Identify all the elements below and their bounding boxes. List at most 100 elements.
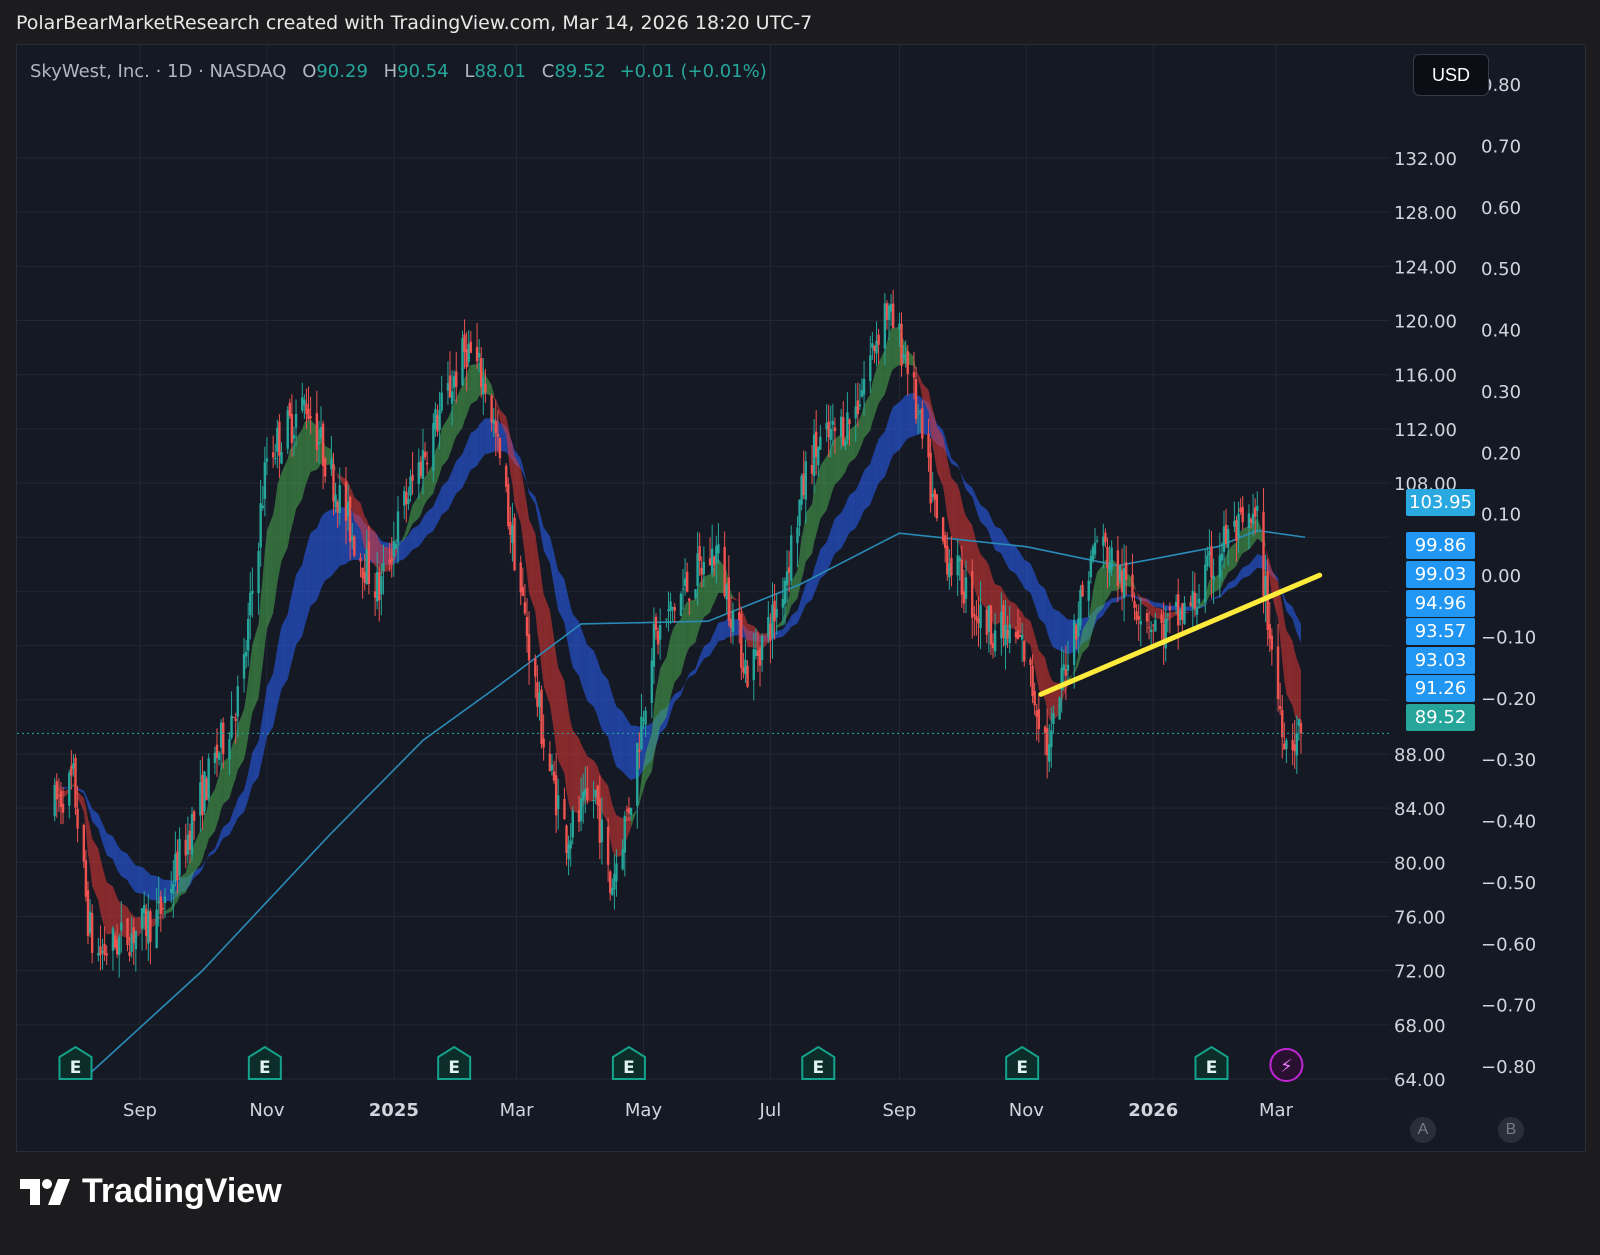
low-label: L xyxy=(464,61,475,82)
candle-body xyxy=(800,475,803,505)
candle-body xyxy=(927,433,930,458)
slow-ribbon-segment xyxy=(131,860,134,891)
slow-ribbon-segment xyxy=(581,627,584,690)
slow-ribbon-segment xyxy=(1030,563,1033,599)
chart-frame[interactable]: 64.00 68.00 72.00 76.00 80.00 84.00 88.00 108.0… xyxy=(16,44,1586,1152)
candle-body xyxy=(494,421,497,434)
candle-body xyxy=(1048,744,1051,762)
candle-body xyxy=(1124,562,1128,580)
slow-ribbon-segment xyxy=(468,433,471,475)
slow-ribbon-segment xyxy=(1022,555,1025,589)
earnings-marker[interactable] xyxy=(58,1045,93,1080)
candle-body xyxy=(831,420,835,425)
earnings-marker[interactable] xyxy=(1005,1045,1040,1080)
candle-body xyxy=(351,536,354,540)
fast-ribbon-segment xyxy=(757,630,761,654)
fast-ribbon-segment xyxy=(462,377,465,428)
candle-body xyxy=(950,558,953,576)
scale-log-button[interactable]: B xyxy=(1498,1117,1524,1143)
candle-body xyxy=(567,844,570,860)
secondary-axis-tick: 0.30 xyxy=(1481,382,1521,403)
fast-ribbon-segment xyxy=(200,826,203,865)
fast-ribbon-segment xyxy=(524,492,527,574)
slow-ribbon-segment xyxy=(485,418,492,455)
slow-ribbon-segment xyxy=(1207,600,1210,604)
candle-body xyxy=(359,557,362,562)
fast-ribbon-segment xyxy=(564,681,567,792)
fast-ribbon-segment xyxy=(799,537,802,590)
slow-ribbon-segment xyxy=(1165,605,1168,611)
fast-ribbon-segment xyxy=(1296,658,1299,721)
candle-body xyxy=(554,775,558,816)
fast-ribbon-segment xyxy=(216,775,220,825)
scale-auto-button[interactable]: A xyxy=(1410,1117,1436,1143)
candle-body xyxy=(550,764,554,771)
slow-ribbon-segment xyxy=(857,481,860,525)
candle-body xyxy=(215,744,219,759)
price-chart[interactable]: 64.0068.0072.0076.0080.0084.0088.00108.0… xyxy=(17,45,1586,1152)
slow-ribbon-segment xyxy=(724,619,727,640)
fast-ribbon-segment xyxy=(158,916,161,919)
candle-body xyxy=(90,913,94,953)
earnings-marker[interactable] xyxy=(437,1045,472,1080)
support-trendline[interactable] xyxy=(1038,572,1323,697)
earnings-marker[interactable] xyxy=(611,1045,646,1080)
candle-body xyxy=(887,305,891,320)
candle-body xyxy=(1018,634,1022,638)
candle-body xyxy=(1050,730,1053,748)
fast-ribbon-segment xyxy=(568,710,571,812)
fast-ribbon-segment xyxy=(1097,564,1104,615)
slow-ribbon-segment xyxy=(296,564,303,645)
fast-ribbon-segment xyxy=(965,516,973,580)
candle-body xyxy=(1197,598,1201,604)
slow-ribbon-segment xyxy=(593,650,596,712)
fast-ribbon-segment xyxy=(1284,619,1287,694)
candle-body xyxy=(627,807,631,814)
fast-ribbon-segment xyxy=(266,514,274,629)
slow-ribbon-segment xyxy=(1051,604,1054,648)
slow-ribbon-segment xyxy=(891,406,894,460)
candle-body xyxy=(192,811,196,821)
candle-body xyxy=(309,416,312,419)
fast-ribbon-segment xyxy=(117,897,120,941)
slow-ribbon-segment xyxy=(843,504,846,545)
price-axis-tick: 128.00 xyxy=(1394,203,1457,224)
candle-body xyxy=(496,433,500,437)
slow-ribbon-segment xyxy=(1236,573,1239,586)
slow-ribbon-segment xyxy=(849,490,856,533)
dividend-marker[interactable] xyxy=(1269,1048,1304,1082)
slow-ribbon-segment xyxy=(1226,583,1229,592)
slow-ribbon-segment xyxy=(162,879,165,902)
slow-ribbon-segment xyxy=(689,668,696,677)
slow-ribbon-segment xyxy=(333,508,336,574)
fast-ribbon-segment xyxy=(1138,594,1141,604)
candle-body xyxy=(756,650,760,657)
earnings-marker[interactable] xyxy=(247,1045,282,1080)
slow-ribbon-segment xyxy=(1109,598,1112,607)
fast-ribbon-segment xyxy=(508,426,511,474)
candle-body xyxy=(99,946,102,955)
fast-ribbon-segment xyxy=(171,901,174,912)
fast-ribbon-segment xyxy=(1286,630,1293,707)
fast-ribbon-segment xyxy=(437,438,440,481)
fast-ribbon-segment xyxy=(610,795,613,850)
fast-ribbon-segment xyxy=(601,777,609,824)
candle-body xyxy=(758,648,762,666)
fast-ribbon-segment xyxy=(535,533,538,633)
candle-body xyxy=(1297,719,1301,726)
tradingview-logo[interactable]: TradingView xyxy=(20,1172,282,1211)
secondary-axis-tick: −0.80 xyxy=(1481,1057,1536,1078)
candle-body xyxy=(1285,740,1288,749)
fast-ribbon-segment xyxy=(1007,598,1010,629)
fast-ribbon-segment xyxy=(1298,664,1301,723)
candle-body xyxy=(844,440,847,446)
candle-body xyxy=(752,649,755,681)
earnings-marker[interactable] xyxy=(1194,1045,1229,1080)
currency-button[interactable]: USD xyxy=(1413,54,1489,96)
candle-body xyxy=(569,840,572,849)
slow-ribbon-segment xyxy=(526,483,530,494)
candle-body xyxy=(1222,526,1226,552)
event-markers[interactable]: E E E E E E E ⚡ xyxy=(58,1045,1304,1082)
candle-body xyxy=(477,353,481,358)
earnings-marker[interactable] xyxy=(801,1045,836,1080)
